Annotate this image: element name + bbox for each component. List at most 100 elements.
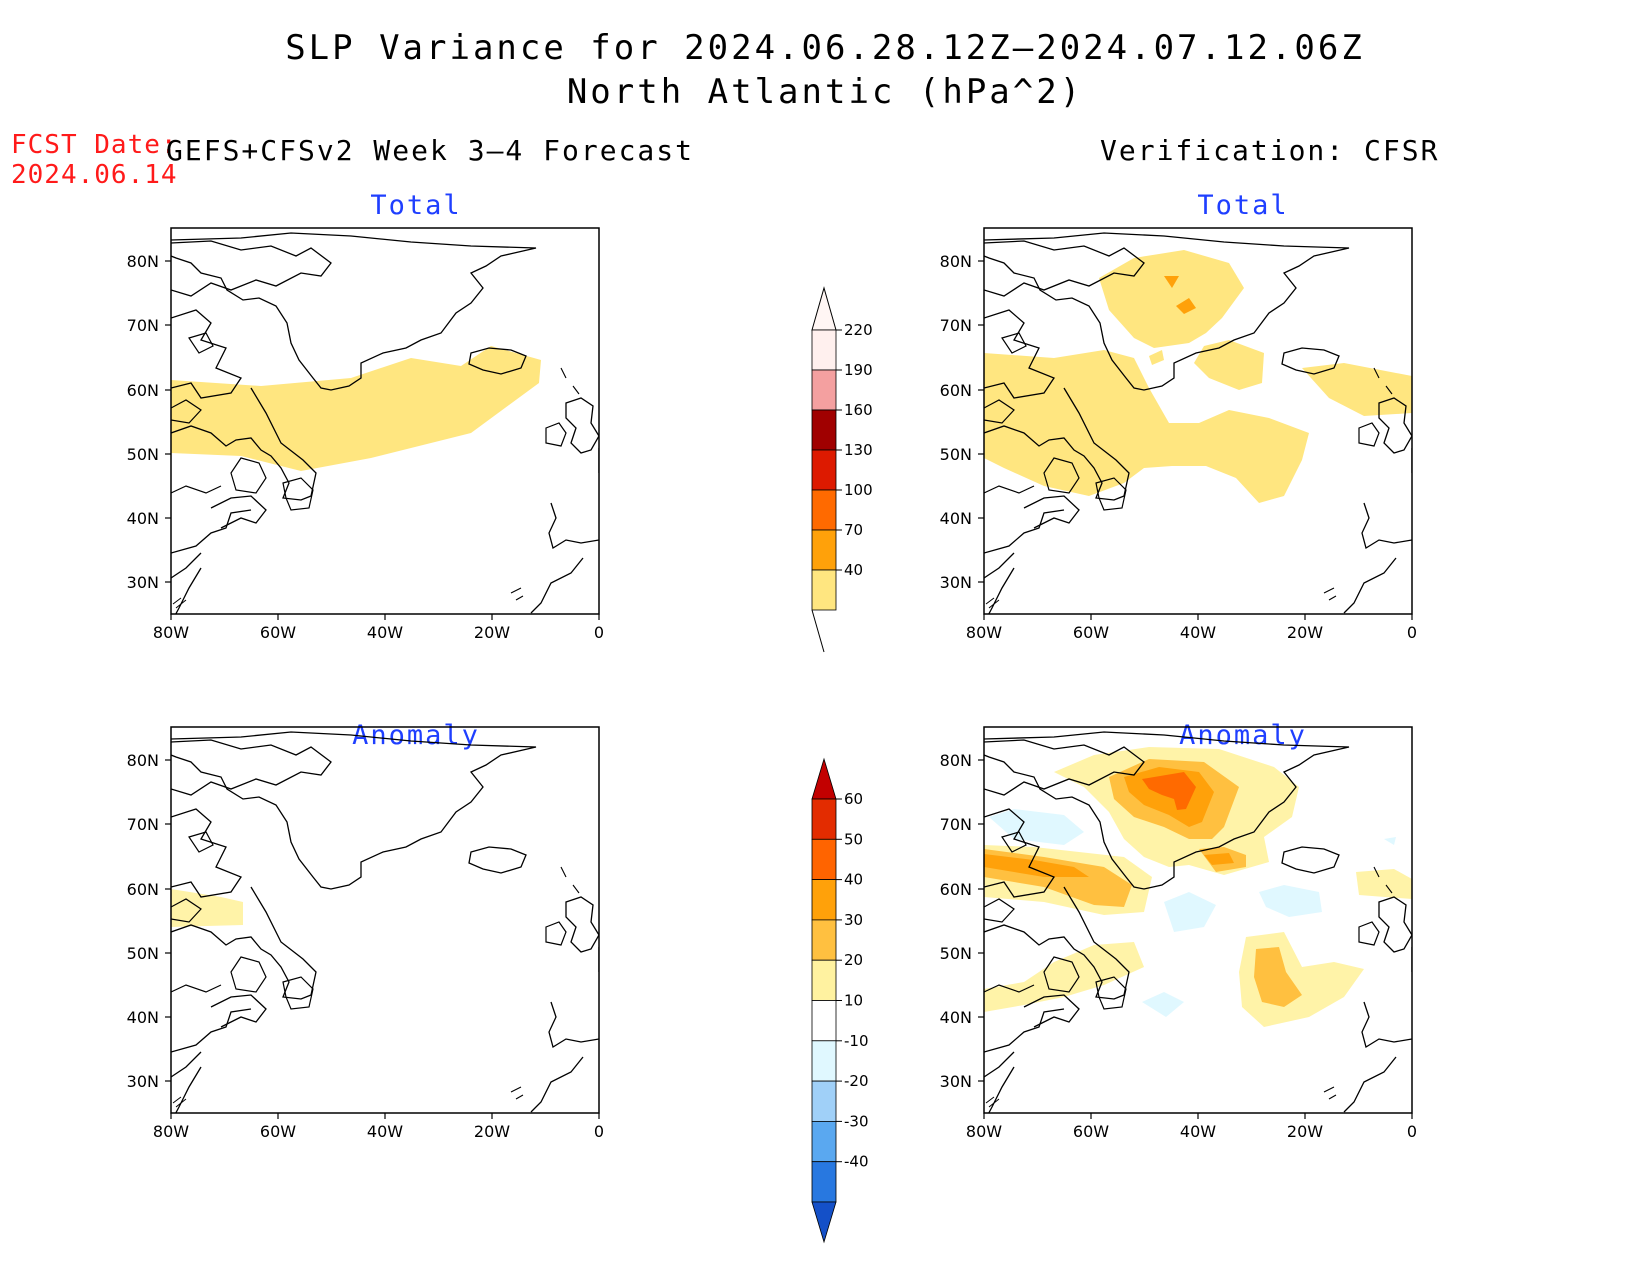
lat-tick-label: 80N	[940, 751, 972, 770]
colorbar-swatch	[811, 449, 837, 491]
main-title: SLP Variance for 2024.06.28.12Z–2024.07.…	[285, 28, 1365, 68]
colorbar-swatch	[811, 369, 837, 411]
lon-tick-label: 40W	[1180, 623, 1216, 642]
fcst-date-value: 2024.06.14	[11, 160, 178, 190]
lon-tick-label: 20W	[1287, 623, 1323, 642]
lon-tick-label: 0	[594, 1122, 604, 1141]
lat-tick-label: 60N	[940, 880, 972, 899]
lon-tick-label: 60W	[1073, 1122, 1109, 1141]
lon-tick-label: 60W	[260, 1122, 296, 1141]
colorbar-swatch	[811, 919, 837, 961]
lat-tick-label: 40N	[940, 1008, 972, 1027]
colorbar-level-label: -30	[844, 1112, 869, 1130]
verification-anomaly-yellow-south	[984, 942, 1144, 1012]
lon-tick-label: 0	[594, 623, 604, 642]
colorbar-level-label: -10	[844, 1032, 869, 1050]
lon-tick-label: 60W	[260, 623, 296, 642]
verification-anomaly-cyan-5	[1384, 837, 1396, 845]
colorbar-swatch	[811, 529, 837, 571]
lon-tick-label: 80W	[153, 1122, 189, 1141]
colorbar-top-arrow	[811, 757, 837, 800]
lat-tick-label: 30N	[127, 1072, 159, 1091]
colorbar-swatch	[811, 1080, 837, 1122]
lon-tick-label: 20W	[474, 1122, 510, 1141]
lat-tick-label: 70N	[940, 815, 972, 834]
verification-anomaly-cyan-2	[1164, 892, 1216, 932]
colorbar-level-label: 60	[844, 790, 863, 808]
forecast-anomaly-fill	[171, 889, 243, 927]
forecast-column-title: GEFS+CFSv2 Week 3–4 Forecast	[166, 134, 695, 167]
colorbar-swatch	[811, 1040, 837, 1082]
lat-tick-label: 40N	[940, 509, 972, 528]
colorbar-swatch	[811, 1000, 837, 1042]
lat-tick-label: 70N	[127, 815, 159, 834]
lat-tick-label: 80N	[940, 252, 972, 271]
lon-tick-label: 40W	[367, 623, 403, 642]
lon-tick-label: 0	[1407, 623, 1417, 642]
lat-tick-label: 70N	[940, 316, 972, 335]
colorbar-level-label: 40	[844, 561, 863, 579]
colorbar-top-arrow	[811, 286, 837, 331]
verification-total-map	[983, 227, 1413, 615]
verification-total-fill-mid	[1194, 340, 1264, 390]
colorbar-level-label: 70	[844, 521, 863, 539]
colorbar-level-label: -20	[844, 1072, 869, 1090]
colorbar-level-label: 50	[844, 830, 863, 848]
colorbar-level-label: 20	[844, 951, 863, 969]
colorbar-level-label: -40	[844, 1153, 869, 1171]
colorbar-anomaly: 60 50 40 30 20 10 -10 -20 -30 -40	[811, 757, 869, 1244]
lon-tick-label: 20W	[1287, 1122, 1323, 1141]
verification-anomaly-title: Anomaly	[1179, 720, 1307, 751]
colorbar-swatch	[811, 569, 837, 611]
lat-tick-label: 50N	[127, 445, 159, 464]
lat-tick-label: 80N	[127, 751, 159, 770]
lon-tick-label: 60W	[1073, 623, 1109, 642]
lon-tick-label: 80W	[153, 623, 189, 642]
colorbar-total: 220 190 160 130 100 70 40	[811, 286, 873, 653]
colorbar-level-label: 160	[844, 401, 873, 419]
forecast-anomaly-map	[170, 726, 600, 1114]
verification-total-title: Total	[1197, 190, 1289, 221]
verification-anomaly-yellow-east	[1356, 869, 1412, 899]
lon-tick-label: 40W	[1180, 1122, 1216, 1141]
verification-total-fill-orange-1	[1164, 276, 1179, 288]
colorbar-swatch	[811, 1161, 837, 1203]
lat-tick-label: 30N	[127, 573, 159, 592]
colorbar-swatch	[811, 838, 837, 880]
lon-tick-label: 40W	[367, 1122, 403, 1141]
verification-anomaly-cyan-4	[1142, 992, 1184, 1017]
lat-tick-label: 60N	[127, 880, 159, 899]
lat-tick-label: 80N	[127, 252, 159, 271]
lat-tick-label: 60N	[127, 381, 159, 400]
verification-total-fill-east	[1302, 363, 1412, 416]
axes-layer: 80N 70N 60N 50N 40N 30N 80W 60W 40W 20W 0 80N 70N 60N…	[127, 252, 1417, 1141]
lat-tick-label: 30N	[940, 1072, 972, 1091]
verification-total-fill-orange-2	[1176, 298, 1196, 314]
colorbar-level-label: 190	[844, 361, 873, 379]
verification-total-fill-central	[984, 350, 1309, 503]
lon-tick-label: 80W	[966, 623, 1002, 642]
colorbar-level-label: 40	[844, 871, 863, 889]
main-subtitle: North Atlantic (hPa^2)	[566, 72, 1084, 112]
lat-tick-label: 50N	[940, 445, 972, 464]
verification-anomaly-orange-light-south	[1254, 947, 1302, 1007]
verification-anomaly-dark-orange	[1142, 772, 1196, 810]
colorbar-level-label: 10	[844, 992, 863, 1010]
colorbar-level-label: 220	[844, 321, 873, 339]
verification-anomaly-cyan-1	[989, 809, 1084, 845]
colorbar-swatch	[811, 329, 837, 371]
fcst-date-label: FCST Date:	[11, 130, 178, 160]
colorbar-swatch	[811, 409, 837, 451]
colorbar-swatch	[811, 489, 837, 531]
colorbar-swatch	[811, 959, 837, 1001]
lat-tick-label: 40N	[127, 1008, 159, 1027]
lat-tick-label: 50N	[127, 944, 159, 963]
lon-tick-label: 0	[1407, 1122, 1417, 1141]
lat-tick-label: 30N	[940, 573, 972, 592]
colorbar-level-label: 30	[844, 911, 863, 929]
colorbar-swatch	[811, 1121, 837, 1163]
colorbar-level-label: 100	[844, 481, 873, 499]
verification-total-fill-north	[1099, 250, 1244, 348]
verification-anomaly-map	[983, 726, 1413, 1114]
